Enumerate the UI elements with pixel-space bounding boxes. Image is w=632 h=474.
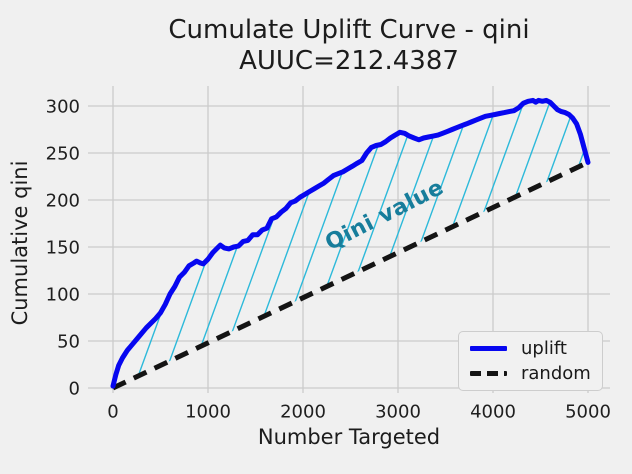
legend-item-uplift: uplift — [470, 337, 602, 359]
random-line — [111, 160, 590, 391]
y-tick-label: 0 — [69, 379, 80, 400]
y-axis-label: Cumulative qini — [8, 161, 32, 326]
legend-item-random: random — [470, 362, 602, 384]
y-tick-label: 150 — [46, 238, 80, 259]
y-tick-label: 250 — [46, 144, 80, 165]
y-tick-label: 200 — [46, 191, 80, 212]
x-tick-label: 0 — [107, 402, 118, 423]
y-tick-label: 100 — [46, 285, 80, 306]
y-tick-label: 50 — [57, 332, 80, 353]
legend-label-uplift: uplift — [521, 337, 567, 359]
uplift-line — [110, 97, 591, 389]
legend: uplift random — [458, 331, 603, 391]
chart-title: Cumulate Uplift Curve - qini AUUC=212.43… — [88, 15, 610, 77]
legend-label-random: random — [521, 362, 591, 384]
x-tick-label: 1000 — [185, 402, 231, 423]
x-tick-label: 2000 — [280, 402, 326, 423]
y-tick-label: 300 — [46, 97, 80, 118]
x-tick-label: 5000 — [565, 402, 611, 423]
hatch-line — [157, 100, 271, 389]
x-axis-label: Number Targeted — [258, 425, 440, 449]
hatch-line — [600, 86, 632, 393]
chart-title-line2: AUUC=212.4387 — [239, 46, 459, 77]
hatch-line — [209, 100, 323, 389]
x-tick-label: 3000 — [375, 402, 421, 423]
chart-title-line1: Cumulate Uplift Curve - qini — [168, 15, 530, 45]
random-line-swatch — [470, 371, 507, 376]
x-tick-label: 4000 — [470, 402, 516, 423]
uplift-line-swatch — [470, 346, 507, 351]
hatch-line — [131, 100, 245, 389]
